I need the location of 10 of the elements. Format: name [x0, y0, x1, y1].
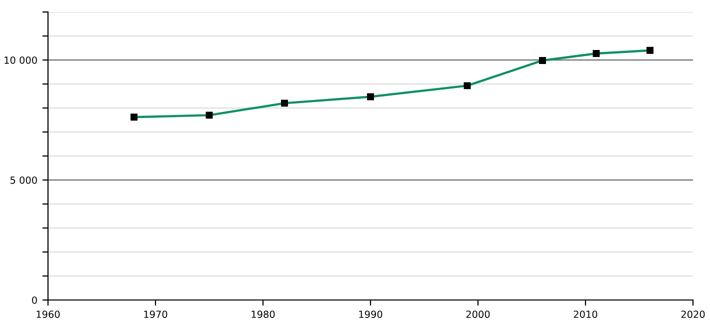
x-tick-label: 1990 [359, 310, 382, 318]
x-tick-label: 2000 [466, 310, 490, 318]
x-tick-label: 1960 [36, 310, 60, 318]
y-tick-label: 10 000 [4, 56, 37, 64]
x-tick-label: 1980 [252, 310, 275, 318]
x-tick-label: 2010 [574, 310, 598, 318]
x-tick-label: 2020 [681, 310, 705, 318]
y-tick-label: 0 [32, 296, 37, 304]
y-tick-label: 5 000 [10, 176, 37, 184]
x-tick-label: 1970 [144, 310, 168, 318]
